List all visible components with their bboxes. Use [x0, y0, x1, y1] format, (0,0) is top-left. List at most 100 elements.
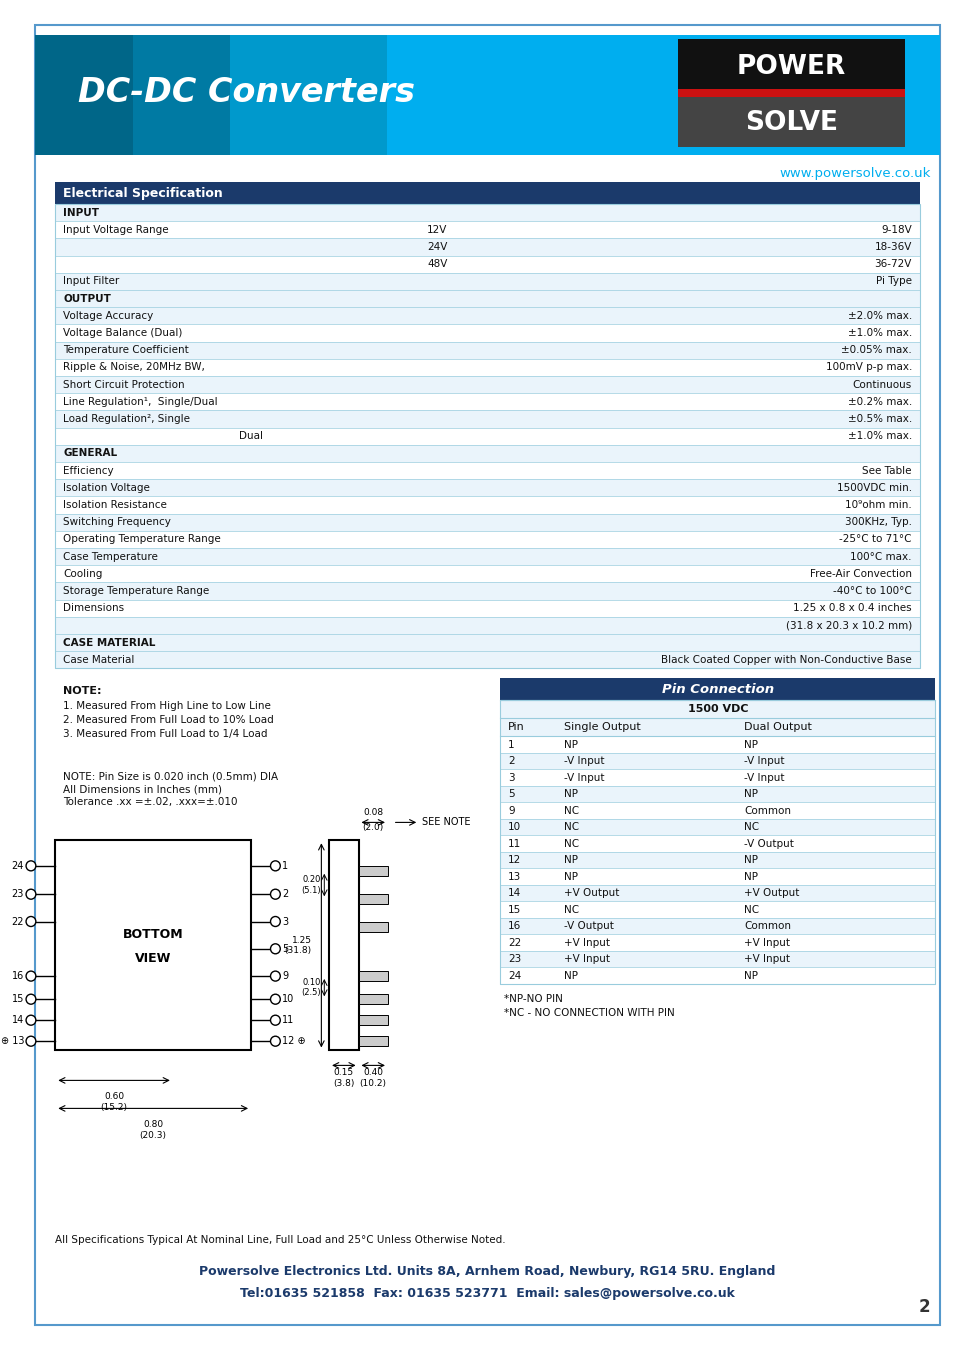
Text: Tel:01635 521858  Fax: 01635 523771  Email: sales@powersolve.co.uk: Tel:01635 521858 Fax: 01635 523771 Email… — [240, 1287, 734, 1300]
Text: Storage Temperature Range: Storage Temperature Range — [63, 586, 210, 595]
Bar — [55, 342, 919, 359]
Text: 2. Measured From Full Load to 10% Load: 2. Measured From Full Load to 10% Load — [63, 716, 274, 725]
Text: 3: 3 — [508, 772, 515, 783]
Text: Case Temperature: Case Temperature — [63, 552, 158, 562]
Bar — [55, 221, 919, 239]
Bar — [55, 462, 919, 479]
Bar — [499, 701, 935, 718]
Bar — [678, 97, 904, 147]
Text: 22: 22 — [11, 917, 24, 926]
Text: POWER: POWER — [737, 54, 845, 80]
Bar — [55, 582, 919, 599]
Circle shape — [26, 861, 36, 871]
Bar — [55, 479, 919, 497]
Text: 1. Measured From High Line to Low Line: 1. Measured From High Line to Low Line — [63, 702, 271, 711]
Text: Operating Temperature Range: Operating Temperature Range — [63, 535, 221, 544]
Text: Input Voltage Range: Input Voltage Range — [63, 225, 169, 235]
Text: NP: NP — [743, 790, 758, 799]
Text: SOLVE: SOLVE — [744, 109, 838, 136]
Text: 10: 10 — [282, 994, 294, 1004]
Text: 0.20
(5.1): 0.20 (5.1) — [301, 875, 321, 895]
Bar — [499, 934, 935, 950]
Text: NP: NP — [743, 971, 758, 980]
Text: Electrical Specification: Electrical Specification — [63, 186, 223, 200]
Bar — [55, 182, 919, 204]
Bar — [55, 617, 919, 634]
Text: 12V: 12V — [427, 225, 447, 235]
Bar — [499, 968, 935, 984]
Bar — [358, 994, 388, 1004]
Text: +V Input: +V Input — [743, 954, 789, 964]
Bar — [329, 841, 358, 1050]
Text: 1: 1 — [508, 740, 515, 749]
Bar — [499, 802, 935, 819]
Bar — [499, 918, 935, 934]
Text: 15: 15 — [11, 994, 24, 1004]
Text: +V Input: +V Input — [563, 954, 609, 964]
Bar — [55, 428, 919, 444]
Text: (31.8 x 20.3 x 10.2 mm): (31.8 x 20.3 x 10.2 mm) — [785, 621, 911, 630]
Text: 10: 10 — [508, 822, 520, 832]
Circle shape — [26, 1037, 36, 1046]
Bar — [35, 35, 387, 155]
Text: SEE NOTE: SEE NOTE — [421, 817, 470, 828]
Text: 1: 1 — [282, 861, 288, 871]
Text: NP: NP — [563, 740, 578, 749]
Circle shape — [26, 917, 36, 926]
Text: Free-Air Convection: Free-Air Convection — [809, 568, 911, 579]
Text: 36-72V: 36-72V — [874, 259, 911, 269]
Text: 10⁹ohm min.: 10⁹ohm min. — [844, 500, 911, 510]
Circle shape — [271, 971, 280, 981]
Text: -40°C to 100°C: -40°C to 100°C — [832, 586, 911, 595]
Bar — [499, 701, 935, 984]
Text: +V Input: +V Input — [743, 938, 789, 948]
Text: 0.08: 0.08 — [363, 809, 383, 817]
Circle shape — [26, 1015, 36, 1025]
Text: Pi Type: Pi Type — [875, 277, 911, 286]
Text: +V Output: +V Output — [563, 888, 618, 898]
Text: BOTTOM: BOTTOM — [123, 929, 183, 941]
Text: 100mV p-p max.: 100mV p-p max. — [824, 362, 911, 373]
Text: -V Input: -V Input — [563, 772, 603, 783]
Text: 24: 24 — [508, 971, 521, 980]
Bar — [35, 35, 940, 155]
Text: GENERAL: GENERAL — [63, 448, 117, 459]
Bar — [499, 884, 935, 902]
Text: Temperature Coefficient: Temperature Coefficient — [63, 346, 189, 355]
Bar — [55, 841, 251, 1050]
Bar — [358, 922, 388, 931]
Text: ±1.0% max.: ±1.0% max. — [847, 431, 911, 441]
Text: ±1.0% max.: ±1.0% max. — [847, 328, 911, 338]
Text: NC: NC — [563, 904, 578, 915]
Text: 18-36V: 18-36V — [874, 242, 911, 252]
Bar — [358, 971, 388, 981]
Text: 1500 VDC: 1500 VDC — [687, 705, 747, 714]
Text: -V Output: -V Output — [563, 921, 613, 931]
Circle shape — [271, 1037, 280, 1046]
Text: *NP-NO PIN: *NP-NO PIN — [504, 994, 562, 1004]
Text: VIEW: VIEW — [135, 952, 172, 964]
Text: 11: 11 — [508, 838, 521, 849]
Text: 14: 14 — [508, 888, 521, 898]
Text: 22: 22 — [508, 938, 521, 948]
Bar — [35, 35, 231, 155]
Text: 1.25 x 0.8 x 0.4 inches: 1.25 x 0.8 x 0.4 inches — [793, 603, 911, 613]
Bar — [499, 902, 935, 918]
Bar — [55, 359, 919, 377]
Bar — [499, 769, 935, 786]
Text: 15: 15 — [508, 904, 521, 915]
Text: 5: 5 — [282, 944, 288, 954]
Text: Powersolve Electronics Ltd. Units 8A, Arnhem Road, Newbury, RG14 5RU. England: Powersolve Electronics Ltd. Units 8A, Ar… — [199, 1265, 775, 1278]
Text: See Table: See Table — [862, 466, 911, 475]
Text: DC-DC Converters: DC-DC Converters — [78, 76, 415, 109]
Text: NP: NP — [563, 971, 578, 980]
Circle shape — [271, 944, 280, 954]
Bar — [499, 786, 935, 802]
Text: Dual: Dual — [239, 431, 263, 441]
Text: INPUT: INPUT — [63, 208, 99, 217]
Text: Single Output: Single Output — [563, 722, 639, 733]
Text: Voltage Balance (Dual): Voltage Balance (Dual) — [63, 328, 182, 338]
Text: -V Output: -V Output — [743, 838, 793, 849]
Text: 0.80
(20.3): 0.80 (20.3) — [139, 1120, 167, 1139]
Bar — [55, 308, 919, 324]
